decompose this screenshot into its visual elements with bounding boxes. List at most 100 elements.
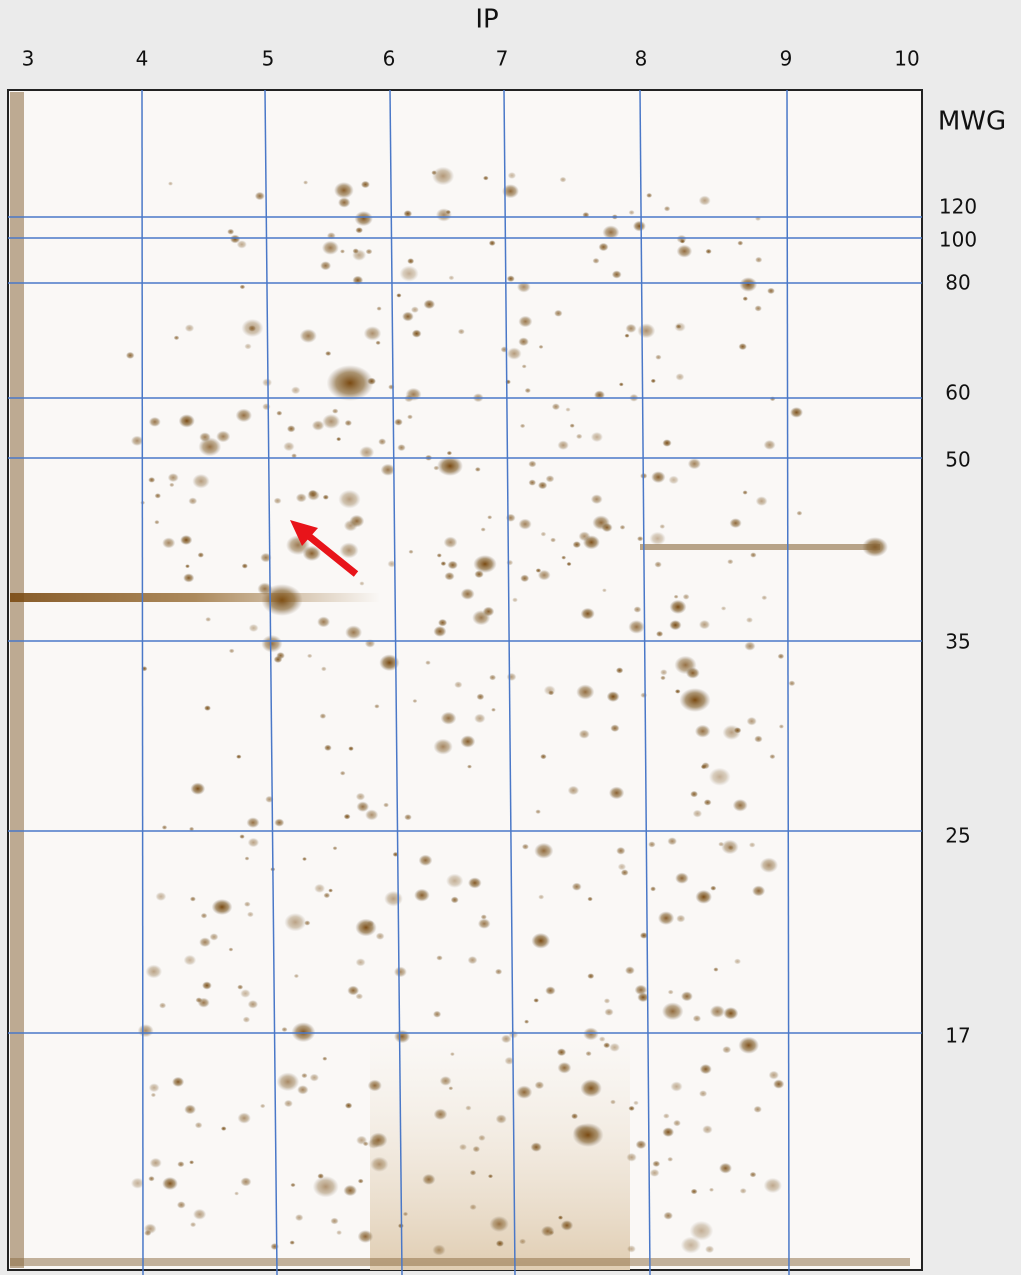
spot	[277, 1072, 300, 1091]
spot	[750, 1172, 757, 1178]
spot	[432, 1244, 445, 1255]
spot	[663, 1113, 670, 1118]
spot	[303, 180, 308, 184]
spot	[368, 1080, 382, 1092]
spot	[174, 336, 180, 341]
spot	[658, 911, 674, 925]
spot	[640, 692, 647, 698]
spot	[710, 1005, 725, 1018]
spot	[404, 814, 412, 820]
spot	[333, 846, 338, 850]
spot	[635, 985, 648, 995]
spot	[361, 181, 370, 188]
spot	[184, 1105, 196, 1115]
spot	[533, 998, 539, 1003]
spot	[274, 819, 284, 827]
spot	[188, 497, 197, 504]
spot	[344, 814, 351, 820]
spot	[310, 1074, 319, 1082]
spot	[338, 490, 360, 509]
spot	[444, 572, 454, 580]
spot	[675, 689, 681, 694]
spot	[356, 793, 365, 801]
spot	[282, 1027, 288, 1032]
spot	[325, 351, 331, 356]
spot	[693, 810, 702, 818]
spot	[528, 461, 536, 468]
gel-figure: IP MWG 345678910120100806050352517	[0, 0, 1021, 1275]
spot	[583, 1027, 599, 1040]
spot	[189, 1160, 194, 1164]
spot	[236, 409, 252, 423]
spot	[573, 541, 581, 548]
spot	[761, 595, 767, 600]
spot	[525, 388, 531, 393]
spot	[414, 889, 430, 902]
spot	[458, 329, 465, 335]
spot	[345, 625, 362, 639]
spot	[437, 553, 442, 557]
spot	[561, 1220, 574, 1231]
spot	[353, 248, 359, 253]
spot	[602, 225, 619, 239]
spot	[583, 535, 600, 549]
spot	[345, 1103, 352, 1109]
spot	[355, 919, 376, 937]
spot	[626, 1153, 636, 1162]
spot	[237, 240, 247, 248]
spot	[369, 1133, 387, 1148]
spot	[201, 913, 208, 919]
spot	[610, 724, 619, 732]
spot	[370, 1157, 388, 1172]
spot	[490, 1216, 509, 1232]
spot	[432, 167, 454, 186]
spot	[733, 799, 748, 812]
spot	[628, 620, 644, 634]
spot	[468, 956, 478, 964]
spot	[531, 933, 550, 949]
spot	[629, 210, 635, 215]
spot	[620, 525, 626, 530]
spot	[743, 490, 748, 494]
spot	[240, 1177, 251, 1186]
spot	[324, 745, 332, 751]
spot	[155, 493, 161, 498]
spot	[516, 1086, 532, 1099]
spot	[422, 1174, 435, 1185]
spot	[148, 477, 155, 483]
spot	[459, 1144, 467, 1151]
spot	[702, 1125, 712, 1134]
spot	[478, 1135, 485, 1141]
horizontal-streak	[10, 593, 380, 602]
spot	[651, 471, 665, 483]
spot	[433, 626, 446, 637]
spot	[709, 768, 731, 786]
spot	[739, 343, 747, 350]
spot	[195, 1122, 203, 1128]
spot	[789, 681, 796, 687]
spot	[625, 334, 630, 338]
spot	[654, 561, 661, 567]
spot	[619, 382, 624, 386]
spot	[744, 642, 755, 651]
spot	[334, 182, 354, 199]
spot	[508, 172, 516, 179]
spot	[478, 919, 491, 929]
spot	[673, 1120, 681, 1127]
spot	[519, 1239, 526, 1245]
spot	[407, 415, 413, 420]
spot	[294, 974, 299, 978]
spot	[489, 675, 496, 681]
spot	[618, 863, 626, 870]
spot	[676, 915, 685, 923]
spot	[560, 177, 567, 183]
spot	[248, 1000, 258, 1009]
spot	[366, 249, 373, 255]
spot	[507, 347, 522, 359]
spot	[204, 705, 211, 711]
spot	[520, 424, 525, 428]
spot	[433, 1011, 441, 1018]
spot	[576, 434, 582, 439]
spot	[397, 444, 405, 451]
spot	[190, 1222, 196, 1227]
